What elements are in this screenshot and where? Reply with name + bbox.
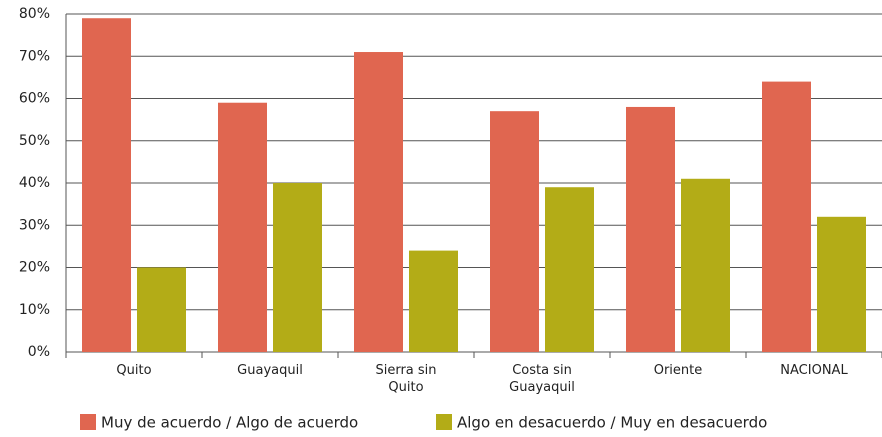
- y-tick-label: 20%: [19, 260, 50, 276]
- bar: [681, 178, 730, 352]
- y-tick-label: 0%: [28, 344, 50, 360]
- legend-label: Algo en desacuerdo / Muy en desacuerdo: [457, 414, 767, 432]
- legend-swatch: [80, 414, 96, 430]
- bar: [762, 81, 811, 352]
- bar: [626, 106, 675, 352]
- x-tick-label: Sierra sin Quito: [375, 363, 437, 395]
- y-tick-label: 40%: [19, 175, 50, 191]
- x-tick-label: Quito: [116, 363, 152, 378]
- y-tick-label: 70%: [19, 48, 50, 64]
- bar: [137, 267, 186, 352]
- bar: [817, 216, 866, 352]
- legend-swatch: [436, 414, 452, 430]
- x-tick-label: Costa sin Guayaquil: [509, 363, 575, 395]
- bar: [409, 250, 458, 352]
- y-tick-label: 30%: [19, 217, 50, 233]
- bar: [490, 111, 539, 352]
- y-tick-label: 10%: [19, 302, 50, 318]
- x-tick-label: Guayaquil: [237, 363, 303, 378]
- bar: [82, 18, 131, 352]
- y-tick-label: 50%: [19, 133, 50, 149]
- legend-label: Muy de acuerdo / Algo de acuerdo: [101, 414, 358, 432]
- y-tick-label: 60%: [19, 91, 50, 107]
- x-tick-label: Oriente: [653, 363, 703, 378]
- bar: [218, 102, 267, 352]
- x-tick-label: NACIONAL: [780, 363, 848, 378]
- bar: [273, 183, 322, 352]
- bar: [545, 187, 594, 352]
- y-tick-label: 80%: [19, 6, 50, 22]
- bar: [354, 52, 403, 353]
